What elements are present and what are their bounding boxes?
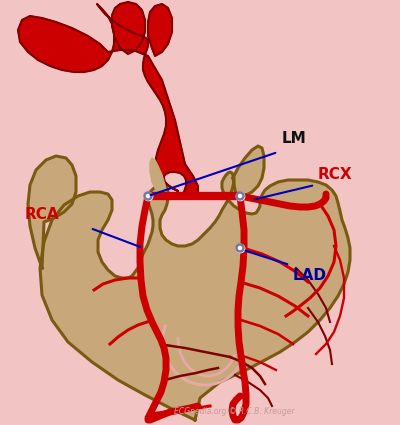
Polygon shape xyxy=(233,146,264,196)
Text: RCA: RCA xyxy=(25,207,60,222)
Polygon shape xyxy=(150,158,166,196)
Polygon shape xyxy=(112,2,145,54)
Polygon shape xyxy=(40,172,350,420)
Polygon shape xyxy=(28,156,76,268)
Polygon shape xyxy=(18,4,198,199)
Text: LAD: LAD xyxy=(293,268,327,283)
Text: RCX: RCX xyxy=(318,167,353,182)
Text: LM: LM xyxy=(282,131,307,146)
Polygon shape xyxy=(148,4,172,56)
Text: ECGpedia.org © R.C.B. Kreuger: ECGpedia.org © R.C.B. Kreuger xyxy=(174,407,295,416)
